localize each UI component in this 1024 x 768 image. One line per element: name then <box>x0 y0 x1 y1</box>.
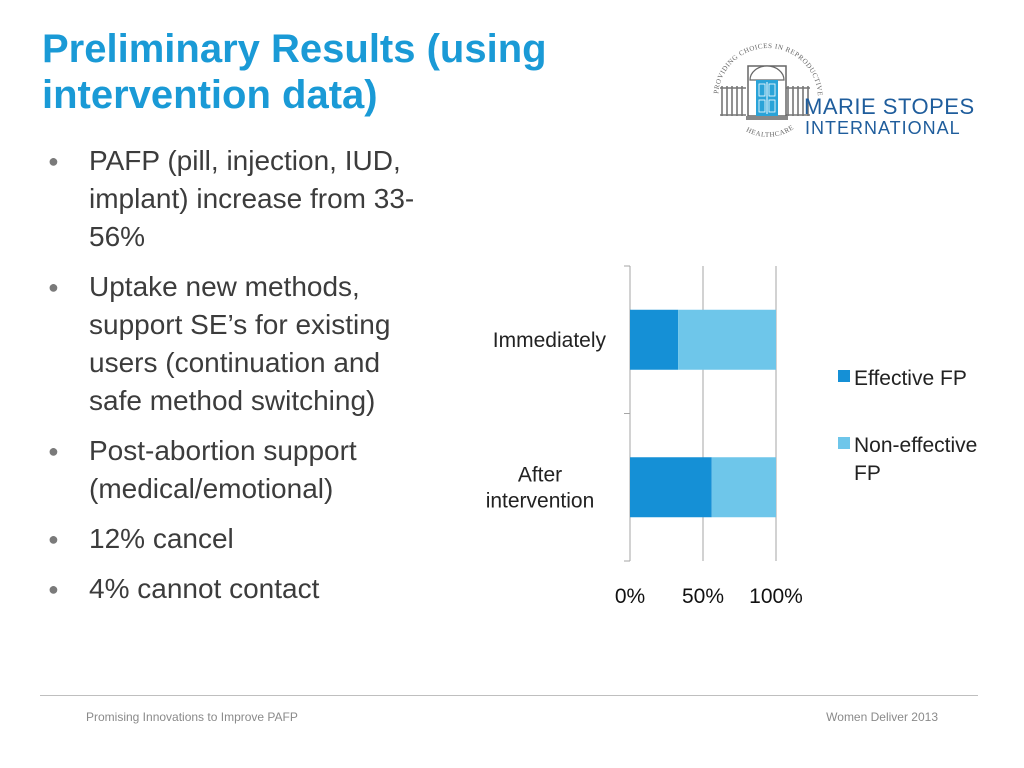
bullet-text: Uptake new methods, support SE’s for exi… <box>89 271 391 416</box>
bullet-text: Post-abortion support (medical/emotional… <box>89 435 357 504</box>
svg-text:HEALTHCARE: HEALTHCARE <box>745 123 796 139</box>
legend-swatch <box>838 370 850 382</box>
legend-label: Effective FP <box>854 367 967 390</box>
logo-ring-bottom-text: HEALTHCARE <box>745 123 795 139</box>
logo-railing-left <box>720 86 746 116</box>
bullet-dot-icon: ● <box>48 529 59 549</box>
bullet-item: ● PAFP (pill, injection, IUD, implant) in… <box>40 142 440 256</box>
category-label: After <box>518 463 562 486</box>
bullet-item: ● Post-abortion support (medical/emotiona… <box>40 432 440 508</box>
bar-effective <box>630 309 679 370</box>
bullet-item: ● 12% cancel <box>40 520 440 558</box>
bullet-list: ● PAFP (pill, injection, IUD, implant) in… <box>40 142 440 620</box>
bullet-text: PAFP (pill, injection, IUD, implant) inc… <box>89 145 415 252</box>
marie-stopes-logo: PROVIDING CHOICES IN REPRODUCTIVE HEALTH… <box>712 42 975 139</box>
stacked-bar-chart: Immediately After intervention 0% 50% 100% Eff… <box>486 265 977 608</box>
bar-non-effective <box>678 309 776 370</box>
category-label: intervention <box>486 489 595 512</box>
logo-door-icon <box>746 65 788 120</box>
bar-effective <box>630 457 712 518</box>
bullet-dot-icon: ● <box>48 579 59 599</box>
slide-title: Preliminary Results (using intervention … <box>42 27 547 117</box>
bullet-item: ● Uptake new methods, support SE’s for ex… <box>40 268 440 420</box>
footer-right-text: Women Deliver 2013 <box>826 710 938 724</box>
legend-label: Non-effective <box>854 434 977 457</box>
bullet-dot-icon: ● <box>48 277 59 297</box>
footer-divider <box>40 695 978 696</box>
bar-non-effective <box>711 457 776 518</box>
legend-swatch <box>838 437 850 449</box>
legend-label: FP <box>854 462 881 485</box>
x-tick-label: 100% <box>749 585 803 608</box>
logo-name-line2: INTERNATIONAL <box>805 118 961 138</box>
bullet-text: 4% cannot contact <box>89 573 320 604</box>
category-label: Immediately <box>493 329 607 352</box>
x-tick-label: 0% <box>615 585 645 608</box>
logo-name-line1: MARIE STOPES <box>804 94 975 119</box>
bullet-item: ● 4% cannot contact <box>40 570 440 608</box>
x-tick-label: 50% <box>682 585 724 608</box>
bullet-dot-icon: ● <box>48 441 59 461</box>
footer-left-text: Promising Innovations to Improve PAFP <box>86 710 298 724</box>
bullet-text: 12% cancel <box>89 523 234 554</box>
bullet-dot-icon: ● <box>48 151 59 171</box>
logo-railing-right <box>784 86 810 116</box>
